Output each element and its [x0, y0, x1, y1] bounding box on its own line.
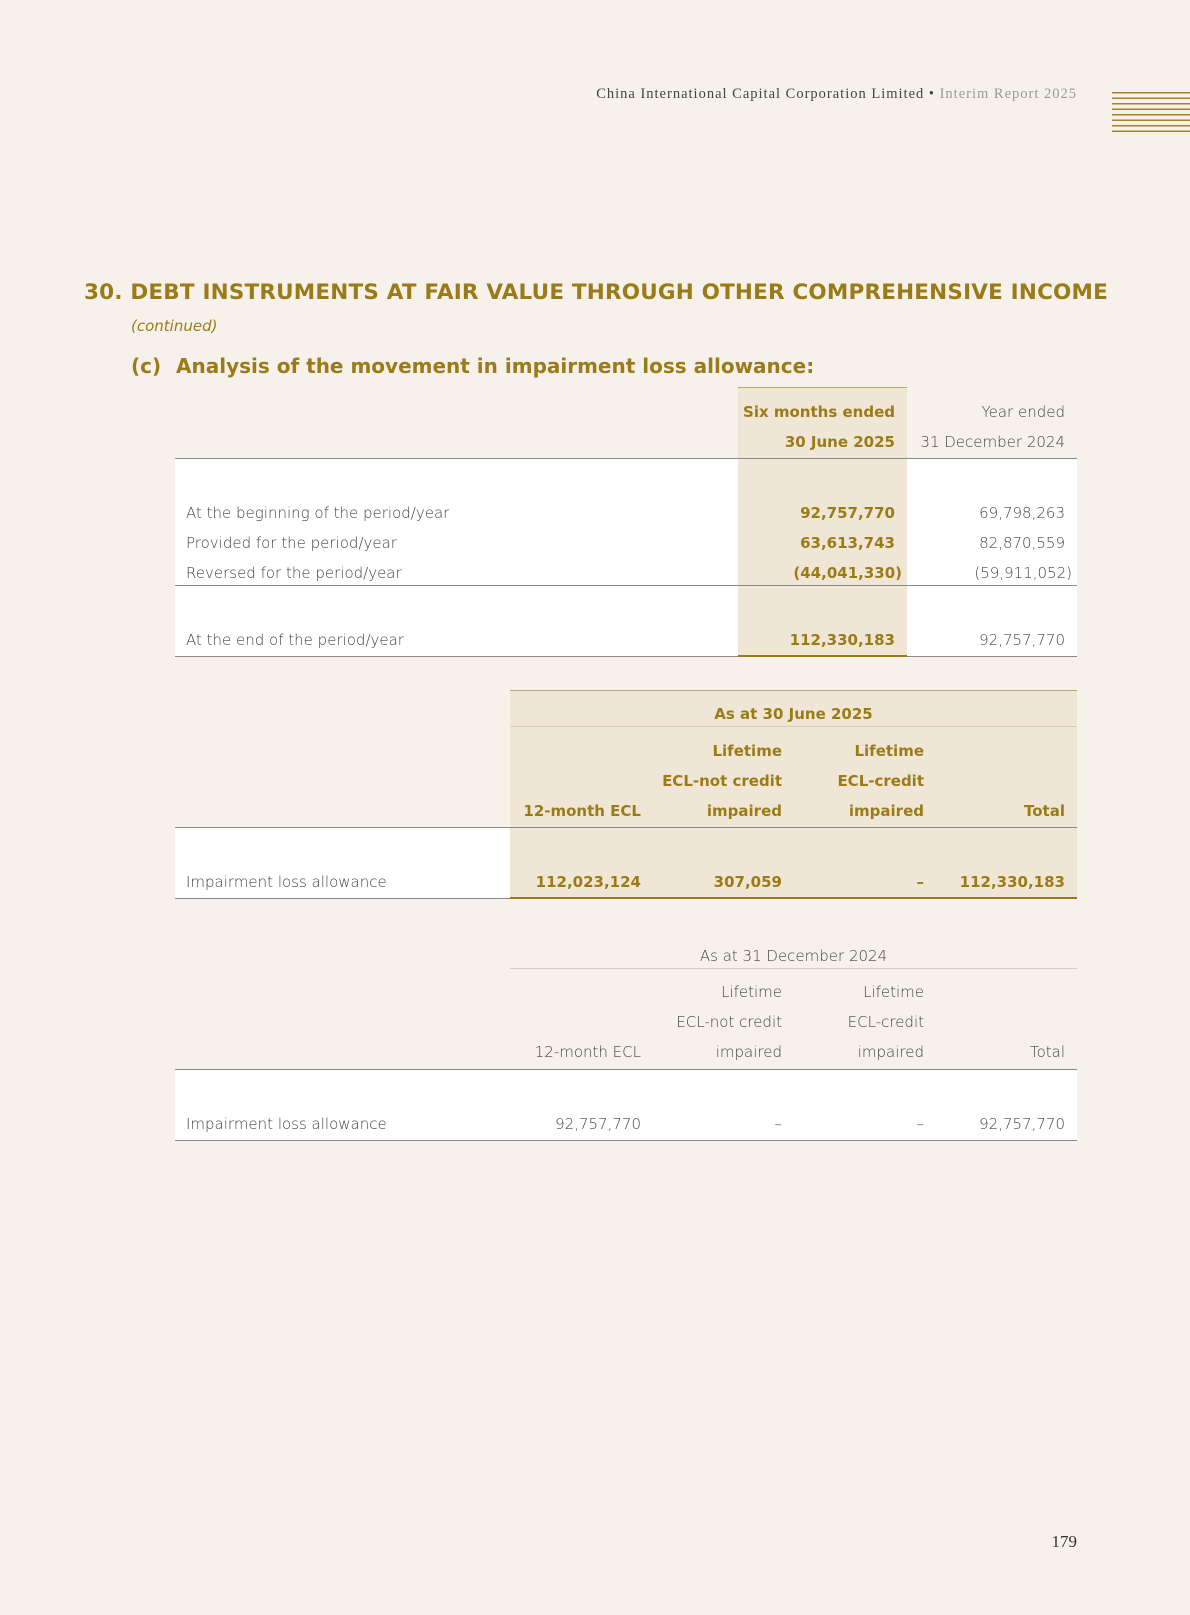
section-title: 30. DEBT INSTRUMENTS AT FAIR VALUE THROU… [84, 280, 1109, 305]
col-header-2024-line2: 31 December 2024 [920, 433, 1065, 451]
col-header: Lifetime [854, 742, 924, 760]
col-header: Total [1024, 802, 1065, 820]
col-header: impaired [715, 1043, 782, 1061]
company-name: China International Capital Corporation … [596, 86, 925, 102]
col-header: 12-month ECL [523, 802, 641, 820]
decorative-stripes-icon [1112, 88, 1190, 134]
col-header-2024-line1: Year ended [981, 403, 1065, 421]
group-header: As at 30 June 2025 [714, 705, 873, 723]
subsection-text: Analysis of the movement in impairment l… [176, 354, 815, 378]
value-2024: 69,798,263 [979, 504, 1065, 522]
col-header: 12-month ECL [534, 1043, 641, 1061]
row-label: At the end of the period/year [186, 631, 404, 649]
row-label: Provided for the period/year [186, 534, 397, 552]
row-label: Reversed for the period/year [186, 564, 402, 582]
value-2025: 92,757,770 [800, 504, 895, 522]
value-2024: 82,870,559 [979, 534, 1065, 552]
value-2025: 112,330,183 [789, 631, 895, 649]
col-header: ECL-not credit [676, 1013, 782, 1031]
col-header: impaired [857, 1043, 924, 1061]
col-header: Lifetime [721, 983, 782, 1001]
value-lifetime-not-impaired: – [774, 1115, 783, 1133]
col-header: ECL-not credit [662, 772, 782, 790]
value-lifetime-not-impaired: 307,059 [713, 873, 782, 891]
report-name: Interim Report 2025 [939, 86, 1077, 102]
value-12m-ecl: 92,757,770 [555, 1115, 641, 1133]
row-label: Impairment loss allowance [186, 873, 387, 891]
col-header-2025-line2: 30 June 2025 [784, 433, 895, 451]
value-2024: (59,911,052) [974, 564, 1072, 582]
value-total: 112,330,183 [959, 873, 1065, 891]
continued-label: (continued) [131, 317, 218, 335]
col-header: Total [1029, 1043, 1065, 1061]
running-header: China International Capital Corporation … [596, 86, 1077, 103]
page-number: 179 [1051, 1532, 1078, 1551]
col-header: impaired [706, 802, 782, 820]
header-bullet: • [928, 86, 935, 102]
col-header: ECL-credit [837, 772, 924, 790]
col-header: impaired [848, 802, 924, 820]
value-2025: 63,613,743 [800, 534, 895, 552]
value-2025: (44,041,330) [793, 564, 902, 582]
col-header: Lifetime [712, 742, 782, 760]
col-header: Lifetime [863, 983, 924, 1001]
value-lifetime-impaired: – [916, 1115, 925, 1133]
row-label: Impairment loss allowance [186, 1115, 387, 1133]
value-lifetime-impaired: – [916, 873, 925, 891]
col-header-2025-line1: Six months ended [743, 403, 895, 421]
subsection-label: (c) [131, 354, 162, 378]
col-header: ECL-credit [847, 1013, 924, 1031]
value-total: 92,757,770 [979, 1115, 1065, 1133]
row-label: At the beginning of the period/year [186, 504, 450, 522]
value-2024: 92,757,770 [979, 631, 1065, 649]
value-12m-ecl: 112,023,124 [535, 873, 641, 891]
group-header: As at 31 December 2024 [699, 947, 888, 965]
